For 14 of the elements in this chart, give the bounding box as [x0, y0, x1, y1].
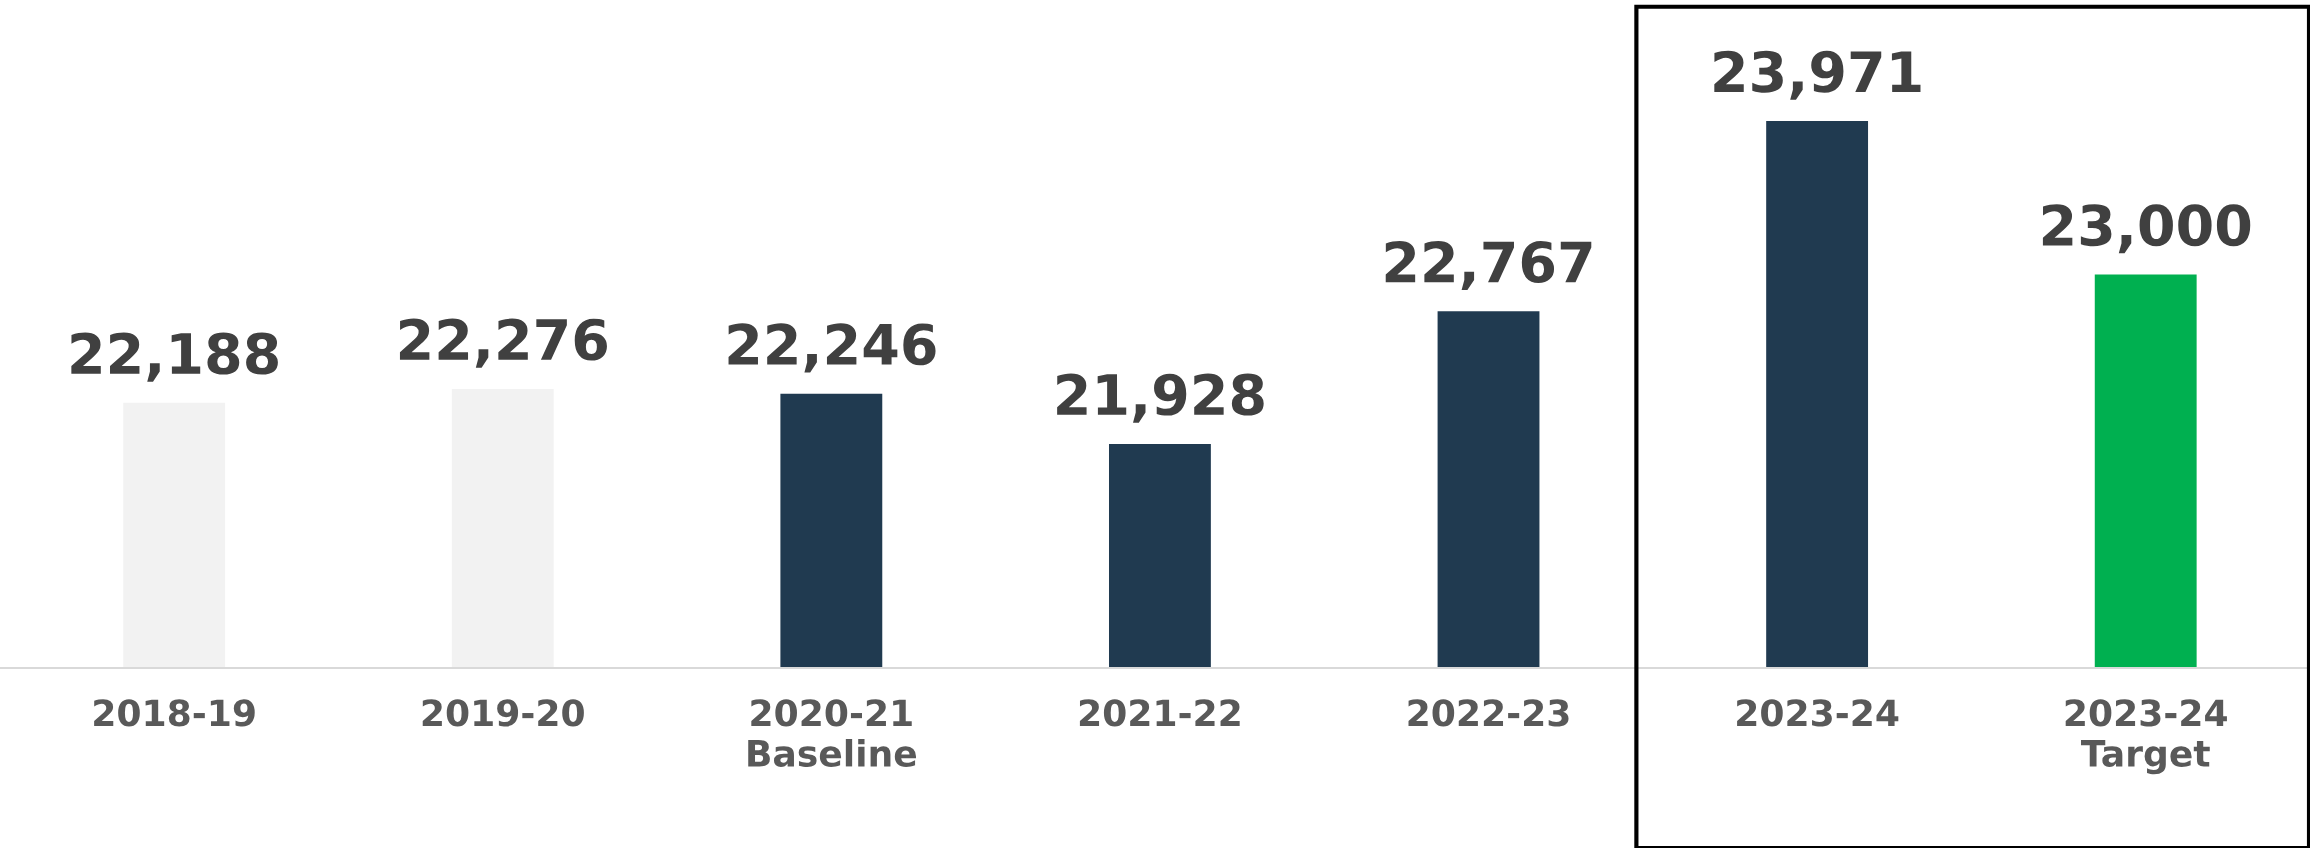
data-label: 23,000: [2042, 204, 2251, 254]
data-label: 23,971: [1714, 50, 1921, 100]
x-tick-label: 2020-21 Baseline: [748, 699, 916, 767]
data-label: 22,246: [728, 323, 936, 373]
x-tick-label: 2022-23: [1408, 699, 1569, 727]
data-label: 21,928: [1057, 373, 1264, 423]
data-label: 22,767: [1385, 241, 1592, 291]
x-tick-label: 2018-19: [94, 699, 255, 727]
x-tick-label: 2019-20: [422, 699, 584, 727]
x-tick-label: 2021-22: [1079, 699, 1240, 727]
x-tick-label: 2023-24 Target: [2065, 699, 2227, 775]
x-tick-label: 2023-24: [1737, 699, 1899, 727]
data-label: 22,276: [399, 318, 607, 368]
data-label: 22,188: [71, 332, 278, 382]
